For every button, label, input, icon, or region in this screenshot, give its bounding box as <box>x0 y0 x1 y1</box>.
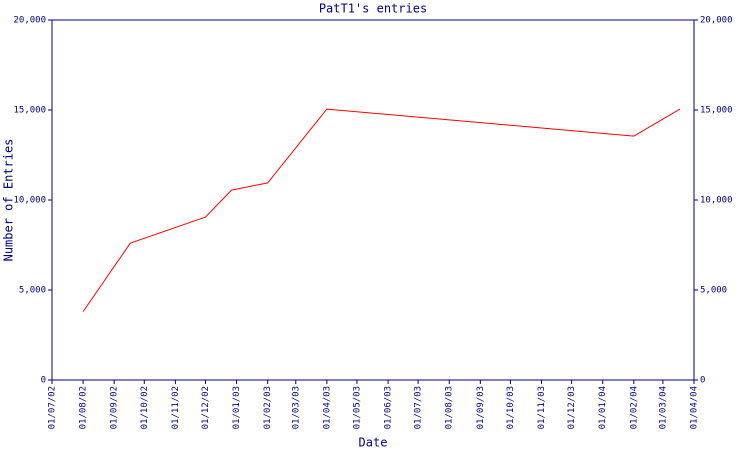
x-tick-label: 01/06/03 <box>384 386 394 429</box>
y2-tick-label: 5,000 <box>700 286 727 296</box>
x-axis-label: Date <box>359 436 388 450</box>
x-tick-label: 01/07/03 <box>414 386 424 429</box>
y-tick-label: 15,000 <box>13 106 46 116</box>
x-tick-label: 01/01/03 <box>232 386 242 429</box>
x-tick-label: 01/11/02 <box>171 386 181 429</box>
x-tick-label: 01/07/02 <box>48 386 58 429</box>
y-tick-label: 20,000 <box>13 16 46 26</box>
y-tick-label: 0 <box>41 376 46 386</box>
x-tick-label: 01/02/03 <box>263 386 273 429</box>
x-tick-label: 01/03/03 <box>291 386 301 429</box>
x-tick-label: 01/02/04 <box>629 386 639 429</box>
x-tick-label: 01/10/02 <box>140 386 150 429</box>
chart-title: PatT1's entries <box>319 2 427 16</box>
y2-tick-label: 10,000 <box>700 196 733 206</box>
x-tick-label: 01/10/03 <box>506 386 516 429</box>
x-tick-label: 01/08/02 <box>79 386 89 429</box>
y2-tick-label: 0 <box>700 376 705 386</box>
y2-tick-label: 20,000 <box>700 16 733 26</box>
x-tick-label: 01/11/03 <box>537 386 547 429</box>
x-tick-label: 01/03/04 <box>658 386 668 429</box>
x-tick-label: 01/05/03 <box>352 386 362 429</box>
x-tick-label: 01/01/04 <box>598 386 608 429</box>
plot-frame <box>51 19 695 381</box>
x-tick-label: 01/08/03 <box>445 386 455 429</box>
y-tick-label: 10,000 <box>13 196 46 206</box>
x-tick-label: 01/12/03 <box>567 386 577 429</box>
x-tick-label: 01/04/03 <box>322 386 332 429</box>
x-tick-label: 01/09/02 <box>110 386 120 429</box>
data-line <box>82 108 681 312</box>
y-tick-label: 5,000 <box>19 286 46 296</box>
y-axis-label: Number of Entries <box>2 139 16 262</box>
x-tick-label: 01/12/02 <box>201 386 211 429</box>
x-tick-label: 01/04/04 <box>690 386 700 429</box>
x-tick-label: 01/09/03 <box>476 386 486 429</box>
y2-tick-label: 15,000 <box>700 106 733 116</box>
